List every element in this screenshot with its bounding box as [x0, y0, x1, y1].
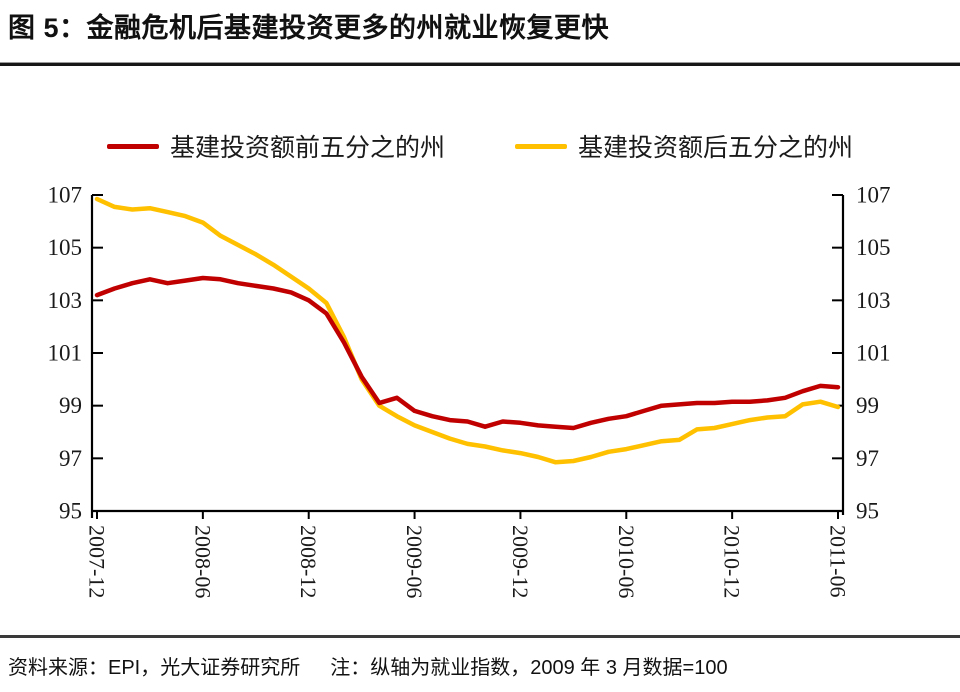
- x-tick-label: 2009-06: [402, 525, 427, 598]
- y-tick-label-left: 97: [59, 446, 82, 471]
- y-tick-label-right: 97: [856, 446, 879, 471]
- y-tick-label-left: 95: [59, 499, 82, 524]
- source-text: 资料来源：EPI，光大证券研究所: [8, 657, 301, 679]
- legend-line-red-icon: [106, 143, 159, 149]
- chart-footer: 资料来源：EPI，光大证券研究所 注：纵轴为就业指数，2009 年 3 月数据=1…: [0, 638, 960, 680]
- y-ticks: 95 95 97 97 99 99 101 101 103 103 105 105 107 107: [48, 183, 891, 524]
- axes: [90, 195, 845, 518]
- legend-item-top-quintile: 基建投资额前五分之的州: [106, 128, 445, 164]
- x-tick-label: 2010-12: [720, 525, 745, 598]
- x-tick-label: 2011-06: [826, 525, 851, 598]
- y-tick-label-right: 105: [856, 235, 891, 260]
- legend-label-top-quintile: 基建投资额前五分之的州: [169, 134, 445, 162]
- legend-line-yellow-icon: [515, 143, 567, 149]
- footer-divider: [0, 635, 960, 638]
- title-divider: [0, 62, 960, 66]
- y-tick-label-left: 103: [48, 288, 83, 313]
- note-text: 注：纵轴为就业指数，2009 年 3 月数据=100: [330, 657, 728, 679]
- x-tick-label: 2007-12: [85, 525, 110, 598]
- figure-title: 图 5：金融危机后基建投资更多的州就业恢复更快: [8, 13, 610, 43]
- x-tick-label: 2008-06: [190, 525, 215, 598]
- y-tick-label-left: 99: [59, 393, 82, 418]
- y-tick-label-right: 103: [856, 288, 891, 313]
- y-tick-label-left: 107: [48, 183, 83, 208]
- legend-label-bottom-quintile: 基建投资额后五分之的州: [578, 134, 854, 162]
- chart-canvas: 95 95 97 97 99 99 101 101 103 103 105 105 107 107 2007…: [48, 183, 891, 599]
- y-tick-label-left: 105: [48, 235, 83, 260]
- legend-item-bottom-quintile: 基建投资额后五分之的州: [515, 128, 853, 164]
- y-tick-label-right: 95: [856, 499, 879, 524]
- x-tick-label: 2010-06: [614, 525, 639, 598]
- y-tick-label-right: 101: [856, 341, 891, 366]
- y-tick-label-right: 107: [856, 183, 891, 208]
- chart-legend: 基建投资额前五分之的州 基建投资额后五分之的州: [0, 128, 960, 164]
- series-line: [94, 275, 841, 431]
- series-line: [94, 196, 841, 465]
- y-tick-label-right: 99: [856, 393, 879, 418]
- employment-index-chart: 95 95 97 97 99 99 101 101 103 103 105 105 107 107 2007…: [0, 176, 960, 635]
- x-tick-label: 2008-12: [296, 525, 321, 598]
- x-tick-label: 2009-12: [508, 525, 533, 598]
- x-ticks: 2007-12 2008-06 2008-12 2009-06 2009-12 2010-…: [85, 511, 851, 598]
- y-tick-label-left: 101: [48, 341, 83, 366]
